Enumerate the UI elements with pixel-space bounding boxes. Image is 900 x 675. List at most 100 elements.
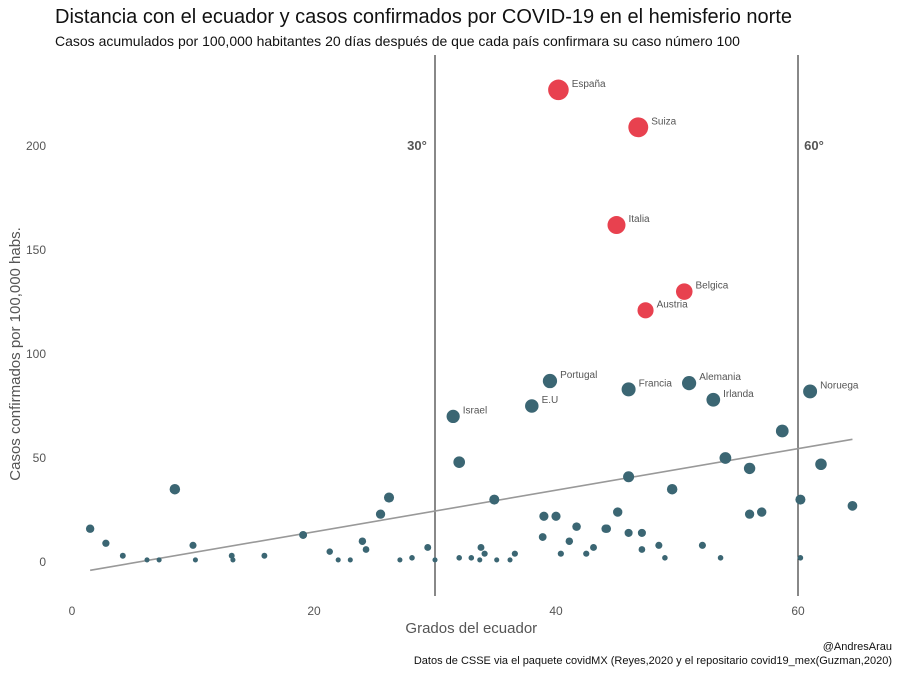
data-point [456,555,462,561]
y-axis-label: Casos confirmados por 100,000 habs. [7,227,24,480]
data-point [638,546,646,553]
data-point [453,456,466,468]
data-point [424,543,432,551]
labeled-point [682,376,697,391]
data-point [698,541,706,549]
labeled-point [607,216,626,235]
labeled-point [628,117,649,138]
data-point [489,494,500,505]
data-point [432,557,438,563]
chart-title: Distancia con el ecuador y casos confirm… [55,6,793,28]
data-point [775,424,789,438]
data-point [335,557,341,563]
x-tick-label: 40 [549,604,563,618]
data-point [156,557,162,563]
data-point [815,458,827,471]
data-point [539,511,549,521]
point-label: Noruega [820,380,859,391]
data-point [662,555,668,561]
labeled-point [525,399,539,413]
data-point [590,543,597,551]
data-point [102,539,110,547]
data-point [299,530,308,539]
data-point [477,557,483,563]
point-label: Italia [629,214,651,225]
x-axis-label: Grados del ecuador [405,620,537,637]
data-point [637,528,646,537]
data-point [144,557,150,563]
point-label: Irlanda [723,389,754,400]
labeled-point [621,382,636,397]
data-point [85,524,95,533]
data-point [623,471,635,483]
data-point [565,537,574,545]
data-point [797,555,804,561]
data-point [572,522,581,531]
data-point [719,452,732,464]
data-point [261,552,268,559]
labeled-point [446,409,460,423]
data-point [602,524,612,533]
y-tick-label: 200 [26,139,46,153]
point-label: Suiza [651,116,676,127]
data-point [507,557,513,563]
chart-subtitle: Casos acumulados por 100,000 habitantes … [55,33,740,49]
data-point [119,552,126,559]
data-point [655,541,663,549]
data-point [192,557,198,563]
labeled-point [637,302,654,319]
data-point [538,533,547,541]
data-point [624,528,633,537]
data-point [477,543,485,551]
data-point [383,492,395,503]
x-tick-label: 20 [307,604,321,618]
data-point [583,550,590,557]
data-point [228,552,235,559]
data-point [494,557,500,563]
point-label: Israel [463,405,487,416]
point-label: Austria [657,299,689,310]
reference-line-label: 30° [407,138,427,153]
point-label: Belgica [696,281,729,292]
data-point [397,557,403,563]
data-point [362,546,370,553]
labeled-point [542,373,558,389]
data-point [189,541,197,549]
data-point [230,557,236,563]
data-point [468,555,475,561]
y-tick-label: 100 [26,347,46,361]
data-point [358,537,367,545]
data-point [375,509,386,519]
data-point [557,550,564,557]
data-point [511,550,518,557]
labeled-point [548,79,569,101]
y-tick-label: 0 [39,555,46,569]
point-label: Francia [639,378,673,389]
x-tick-label: 0 [69,604,76,618]
point-label: Portugal [560,370,597,381]
data-point [757,507,767,517]
data-point [666,483,678,495]
labeled-point [675,283,693,300]
caption-author: @AndresArau [822,641,892,653]
data-point [551,511,561,521]
data-point [169,483,181,495]
point-label: E.U [542,395,559,406]
trend-line [90,438,853,572]
x-tick-label: 60 [791,604,805,618]
labeled-point [706,392,721,407]
data-point [744,509,755,519]
data-point [743,462,756,475]
data-point [481,550,488,557]
y-tick-label: 150 [26,243,46,257]
data-point [613,507,623,517]
point-label: España [572,79,606,90]
data-point [326,548,333,555]
data-point [347,557,353,563]
data-point [795,494,806,505]
point-label: Alemania [699,372,741,383]
data-point [717,555,724,561]
data-point [847,500,858,511]
y-tick-label: 50 [33,451,47,465]
